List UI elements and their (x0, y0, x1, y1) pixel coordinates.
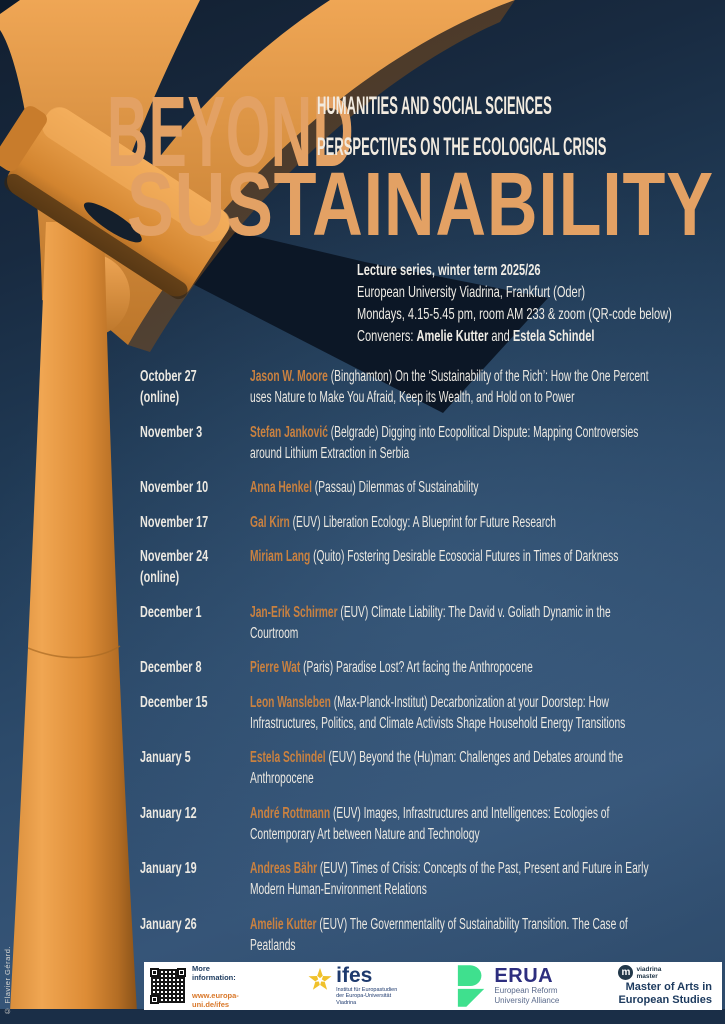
photo-credit: © Flavier Gérard. (3, 946, 12, 1016)
more-info-block: More information: www.europa- uni.de/ife… (149, 955, 248, 1018)
lecture-date: December 8 (140, 659, 202, 677)
speaker-name: Stefan Janković (250, 423, 328, 441)
lecture-date: January 26 (140, 915, 197, 933)
lecture-desc: Leon Wansleben (Max-Planck-Institut) Dec… (250, 693, 626, 732)
subtitle-line1: HUMANITIES AND SOCIAL SCIENCES (317, 92, 552, 120)
qr-finder-icon (150, 968, 159, 977)
speaker-name: André Rottmann (250, 804, 331, 822)
speaker-name: Jan-Erik Schirmer (250, 603, 338, 621)
schedule-row: January 5 Estela Schindel (EUV) Beyond t… (140, 747, 718, 789)
turbine-tower (10, 222, 137, 1012)
lecture-desc: Anna Henkel (Passau) Dilemmas of Sustain… (250, 479, 479, 497)
subtitle-line2: PERSPECTIVES ON THE ECOLOGICAL CRISIS (317, 133, 607, 161)
schedule-row: January 12 André Rottmann (EUV) Images, … (140, 803, 718, 845)
subtitle: HUMANITIES AND SOCIAL SCIENCES PERSPECTI… (317, 86, 725, 168)
ifes-logo: ifes Institut für Europastudien der Euro… (307, 963, 398, 1007)
lecture-date: January 5 (140, 749, 191, 767)
lecture-date: November 3 (140, 423, 203, 441)
lecture-date: December 15 (140, 693, 208, 711)
schedule-row: December 1 Jan-Erik Schirmer (EUV) Clima… (140, 602, 718, 644)
erua-logo: ERUA European Reform University Alliance (456, 963, 559, 1009)
speaker-name: Pierre Wat (250, 659, 301, 677)
schedule-row: October 27 (online) Jason W. Moore (Bingh… (140, 366, 718, 408)
ifes-name: ifes (336, 963, 373, 987)
turbine-blade-shadow (128, 0, 515, 352)
speaker-name: Jason W. Moore (250, 368, 328, 385)
lecture-desc: Estela Schindel (EUV) Beyond the (Hu)man… (250, 749, 624, 788)
page-title-line2: SUSTAINABILITY (127, 155, 714, 255)
erua-name: ERUA (494, 965, 554, 987)
schedule-row: December 15 Leon Wansleben (Max-Planck-I… (140, 692, 718, 734)
viadrina-m-icon: m (618, 965, 634, 980)
series-conveners: Conveners: Amelie Kutter and Estela Schi… (357, 328, 595, 345)
lecture-date: October 27 (online) (140, 368, 197, 406)
speaker-name: Anna Henkel (250, 479, 312, 497)
schedule-row: January 19 Andreas Bähr (EUV) Times of C… (140, 858, 718, 900)
speaker-name: Andreas Bähr (250, 860, 318, 878)
schedule-row: November 24 (online) Miriam Lang (Quito) … (140, 546, 718, 588)
schedule-row: December 8 Pierre Wat (Paris) Paradise L… (140, 657, 718, 678)
series-venue: European University Viadrina, Frankfurt … (357, 284, 586, 301)
turbine-dark-blade (165, 215, 548, 413)
series-time: Mondays, 4.15-5.45 pm, room AM 233 & zoo… (357, 306, 672, 323)
turbine-nacelle (0, 106, 231, 300)
erua-subtext: European Reform University Alliance (494, 986, 560, 1005)
lecture-date: November 10 (140, 479, 209, 497)
lecture-desc: Andreas Bähr (EUV) Times of Crisis: Conc… (250, 860, 649, 899)
ifes-subtext: Institut für Europastudien der Europa-Un… (336, 986, 398, 1006)
speaker-name: Leon Wansleben (250, 693, 331, 711)
page-title-line1: BEYOND (107, 76, 355, 188)
bottom-strip (0, 1009, 725, 1024)
lecture-date: November 17 (140, 513, 209, 531)
lecture-desc: Stefan Janković (Belgrade) Digging into … (250, 423, 639, 462)
more-info-label: More information: (192, 963, 236, 982)
viadrina-brand: viadrina master (636, 965, 662, 980)
lecture-schedule: October 27 (online) Jason W. Moore (Bingh… (140, 366, 718, 956)
viadrina-program: Master of Arts in European Studies (618, 981, 712, 1006)
lecture-date: November 24 (online) (140, 548, 209, 587)
lecture-desc: Miriam Lang (Quito) Fostering Desirable … (250, 548, 619, 566)
schedule-row: November 3 Stefan Janković (Belgrade) Di… (140, 422, 718, 464)
qr-finder-icon (150, 995, 159, 1004)
lecture-desc: Amelie Kutter (EUV) The Governmentality … (250, 915, 628, 954)
qr-finder-icon (177, 968, 186, 977)
sky-corner (0, 0, 20, 14)
lecture-desc: Pierre Wat (Paris) Paradise Lost? Art fa… (250, 659, 533, 677)
schedule-row: January 26 Amelie Kutter (EUV) The Gover… (140, 914, 718, 956)
tower-seam (27, 645, 121, 659)
lecture-date: December 1 (140, 603, 202, 621)
series-info: Lecture series, winter term 2025/26 Euro… (357, 260, 725, 348)
qr-code-icon (149, 967, 187, 1005)
lecture-desc: Jan-Erik Schirmer (EUV) Climate Liabilit… (250, 603, 611, 642)
speaker-name: Miriam Lang (250, 548, 311, 566)
lecture-desc: Jason W. Moore (Binghamton) On the ‘Sust… (250, 368, 649, 406)
lecture-desc: Gal Kirn (EUV) Liberation Ecology: A Blu… (250, 513, 556, 531)
lecture-desc: André Rottmann (EUV) Images, Infrastruct… (250, 804, 610, 843)
ifes-star-icon (308, 967, 332, 990)
schedule-row: November 17 Gal Kirn (EUV) Liberation Ec… (140, 512, 718, 533)
more-info-url: www.europa- uni.de/ifes (192, 990, 239, 1009)
viadrina-master-logo: m viadrina master Master of Arts in Euro… (618, 965, 712, 1007)
speaker-name: Amelie Kutter (250, 915, 317, 933)
speaker-name: Estela Schindel (250, 749, 326, 767)
erua-logo-icon (458, 965, 485, 1007)
speaker-name: Gal Kirn (250, 513, 290, 531)
footer-logo-bar: More information: www.europa- uni.de/ife… (144, 962, 722, 1010)
series-title: Lecture series, winter term 2025/26 (357, 262, 541, 279)
lecture-date: January 19 (140, 860, 197, 878)
schedule-row: November 10 Anna Henkel (Passau) Dilemma… (140, 477, 718, 498)
lecture-date: January 12 (140, 804, 197, 822)
